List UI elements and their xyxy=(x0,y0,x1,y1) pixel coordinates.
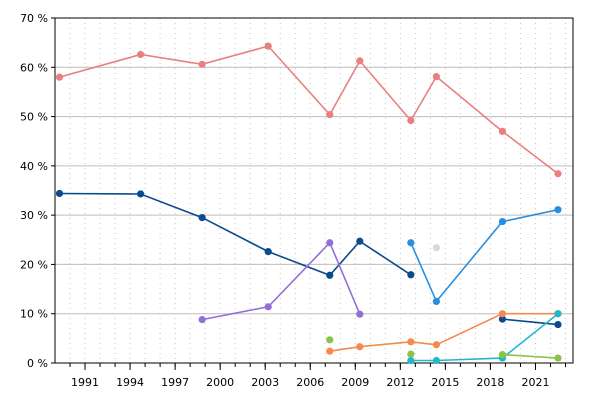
x-tick-label: 2006 xyxy=(296,376,324,389)
y-tick-label: 20 % xyxy=(20,258,48,271)
data-point xyxy=(432,244,440,252)
data-point xyxy=(554,206,562,214)
data-point xyxy=(498,315,507,323)
series-line-0 xyxy=(59,45,559,175)
data-point xyxy=(356,310,364,318)
data-point xyxy=(432,73,440,81)
data-point xyxy=(407,338,415,346)
grid xyxy=(51,17,573,370)
data-point xyxy=(356,57,364,65)
plot-frame xyxy=(54,17,574,364)
data-point xyxy=(554,310,562,318)
data-point xyxy=(136,50,145,59)
data-point xyxy=(407,356,415,365)
data-point xyxy=(136,190,145,198)
data-point xyxy=(264,42,272,50)
data-point xyxy=(432,341,440,349)
data-point xyxy=(198,214,206,222)
y-tick-label: 50 % xyxy=(20,111,48,124)
y-tick-label: 60 % xyxy=(20,61,48,74)
data-point xyxy=(498,217,507,226)
series-line-6 xyxy=(410,313,559,362)
series-line-5 xyxy=(329,312,558,352)
series-points xyxy=(55,42,562,365)
series-line-7 xyxy=(502,353,559,359)
x-tick-label: 2003 xyxy=(251,376,279,389)
x-tick-label: 2015 xyxy=(431,376,459,389)
data-point xyxy=(326,347,334,355)
data-point xyxy=(55,73,64,81)
data-point xyxy=(326,239,334,247)
data-point xyxy=(432,297,440,305)
data-point xyxy=(554,320,562,329)
data-point xyxy=(498,351,507,359)
tick-labels: 0 % 10 % 20 % 30 % 40 % 50 % 60 % 70 % 1991 1994 1… xyxy=(20,12,549,389)
series-line-4 xyxy=(410,208,559,303)
series-line-3 xyxy=(201,241,361,321)
x-tick-label: 2012 xyxy=(386,376,414,389)
x-tick-label: 2018 xyxy=(476,376,504,389)
y-tick-label: 70 % xyxy=(20,12,48,25)
x-tick-label: 2009 xyxy=(341,376,369,389)
data-point xyxy=(498,127,507,135)
data-point xyxy=(264,248,272,256)
y-tick-label: 0 % xyxy=(27,357,48,370)
data-point xyxy=(407,116,415,125)
data-point xyxy=(326,336,334,344)
data-point xyxy=(554,354,562,362)
data-point xyxy=(498,310,507,318)
data-point xyxy=(356,237,364,245)
data-point xyxy=(198,316,206,324)
x-tick-label: 1991 xyxy=(71,376,99,389)
data-point xyxy=(326,271,334,279)
x-tick-label: 1997 xyxy=(161,376,189,389)
data-point xyxy=(264,303,272,311)
data-point xyxy=(326,111,334,119)
x-tick-label: 2021 xyxy=(521,376,549,389)
series-line-2 xyxy=(502,318,559,326)
data-point xyxy=(407,239,415,247)
x-tick-label: 1994 xyxy=(116,376,144,389)
y-tick-label: 30 % xyxy=(20,209,48,222)
y-tick-label: 40 % xyxy=(20,160,48,173)
y-tick-label: 10 % xyxy=(20,308,48,321)
data-point xyxy=(407,271,415,279)
data-point xyxy=(55,189,64,198)
data-point xyxy=(554,170,562,178)
data-point xyxy=(356,343,364,351)
axes xyxy=(54,17,574,364)
data-point xyxy=(407,350,415,358)
x-tick-label: 2000 xyxy=(206,376,234,389)
data-point xyxy=(198,60,206,68)
data-point xyxy=(432,356,440,365)
